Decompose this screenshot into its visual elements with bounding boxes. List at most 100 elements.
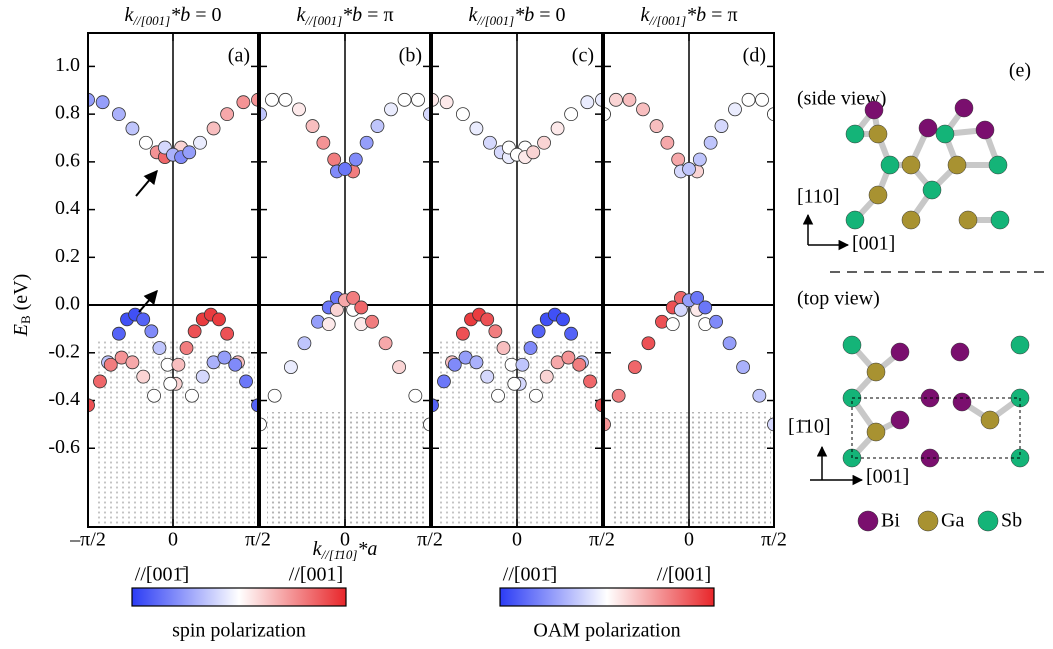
title-k: k [296,4,306,26]
title-star: *b [686,4,706,26]
y-tick-label: 0.4 [55,197,80,219]
band-point [321,317,336,332]
band-point [346,290,361,305]
y-label-sub: B [18,315,33,324]
axis-right: [001] [852,233,895,255]
band-point [359,135,374,150]
atom [901,210,921,230]
x-tick-label: π/2 [245,529,271,551]
band-point [728,102,742,117]
band-point [370,119,385,133]
atom [947,155,967,175]
band-point [329,302,344,317]
band-point [217,350,232,365]
band-point [698,300,713,315]
band-point [692,152,707,167]
axis-up: [110] [797,186,840,208]
atom [842,335,862,355]
x-tick-label: π/2 [761,529,787,551]
band-point [564,107,579,122]
title-sub: //[001] [648,13,686,28]
legend-label: Sb [1001,510,1022,532]
band-point [660,135,675,150]
band-point [144,324,159,339]
x-tick-label: 0 [512,529,522,551]
x-tick-label: 0 [340,529,350,551]
atom [988,155,1008,175]
continuum [95,340,255,527]
band-point [305,119,320,133]
band-point [93,374,107,389]
band-point [239,374,253,389]
bands [260,92,430,432]
band-point [529,388,543,403]
y-tick-label: 0.0 [55,293,80,315]
band-point [741,92,756,107]
title-eq: = π [711,4,737,26]
band-point [348,152,363,167]
title-k: k [124,4,134,26]
band-point [627,360,642,375]
band-point [384,102,398,117]
title-eq: = π [367,4,393,26]
band-point [673,302,688,317]
continuum [267,412,427,527]
legend-atom [857,510,879,532]
band-point [236,95,251,110]
band-point [507,376,522,391]
panel-title: k//[001]*b = 0 [468,4,565,28]
x-label-rest: *a [357,538,377,560]
band-point [665,317,680,332]
band-point [690,290,705,305]
band-point [220,326,235,341]
band-point [437,374,451,389]
band-point [515,357,530,372]
band-point [488,324,503,339]
title-star: *b [170,4,190,26]
side-view: (side view) [797,88,886,110]
band-point [163,376,178,391]
band-point [539,369,554,384]
bands [432,92,602,413]
band-point [220,107,235,122]
band-point [531,324,546,339]
band-point [469,355,484,370]
band-point [752,388,767,403]
band-point [469,121,484,136]
band-point [185,388,199,403]
panel-label: (a) [228,45,250,67]
colorbar-label: spin polarization [172,620,306,642]
band-point [193,135,207,150]
colorbar [499,587,715,607]
atom [958,210,978,230]
panel-label: (b) [399,45,422,67]
band-point [636,102,650,117]
band-point [111,326,126,341]
band-point [455,107,470,122]
y-label-unit: (eV) [10,274,32,316]
title-sub: //[001] [132,13,170,28]
band-point [139,135,153,150]
band-point [736,360,751,375]
panel-title: k//[001]*b = π [296,4,393,28]
band-point [703,135,718,150]
band-point [206,121,221,136]
band-point [682,162,696,176]
band-point [714,119,729,133]
band-point [411,92,425,107]
band-point [278,92,293,107]
colorbar-right: //[001] [657,564,711,586]
band-point [583,374,597,389]
band-point [671,152,686,167]
atom [922,180,942,200]
title-star: *b [342,4,362,26]
colorbar-left: //[001̄] [135,564,189,586]
band-point [408,388,423,403]
band-point [439,95,454,110]
unit-cell [851,397,1021,459]
band-point [327,152,342,167]
band-point [622,92,637,107]
band-point [152,341,167,355]
legend-atom [977,510,999,532]
